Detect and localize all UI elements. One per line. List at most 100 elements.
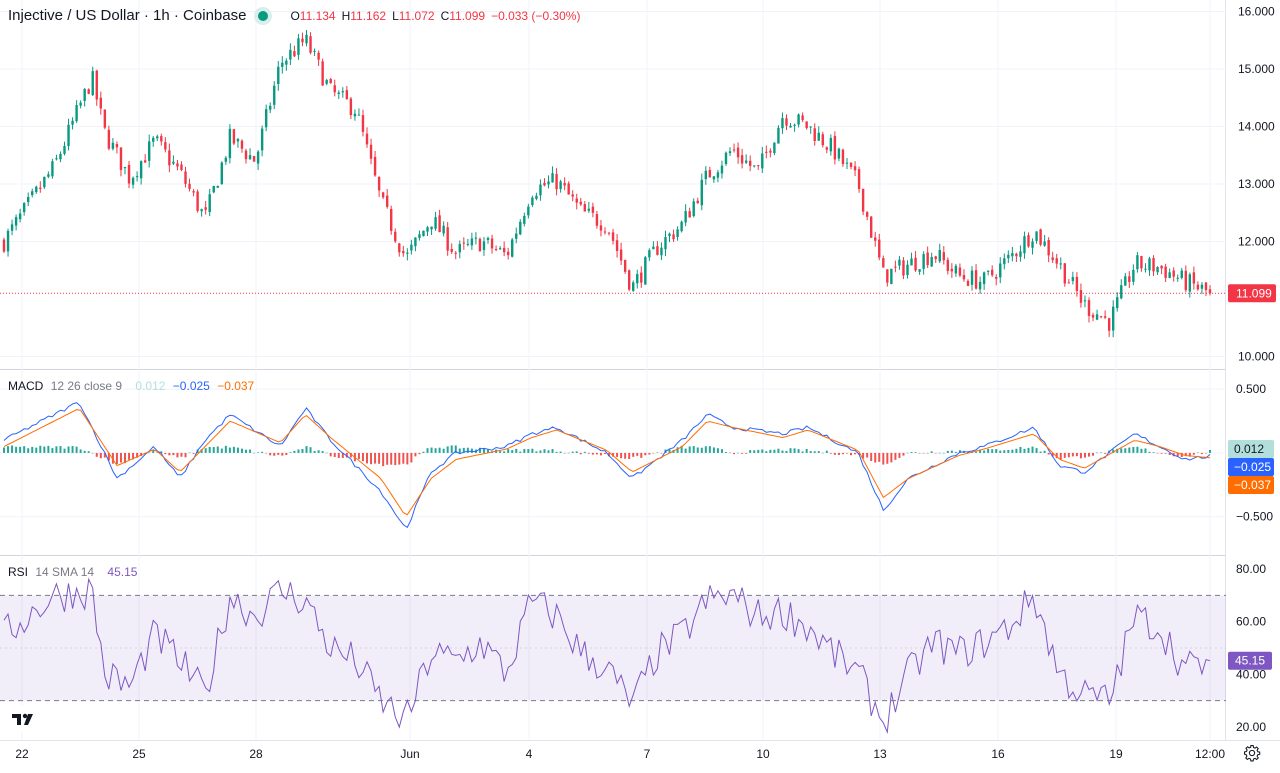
candle-body	[369, 144, 373, 159]
candle-body	[668, 233, 671, 237]
candle-body	[373, 156, 377, 176]
macd-hist-bar	[1184, 452, 1187, 456]
macd-hist-bar	[160, 451, 163, 453]
candle-body	[918, 269, 921, 272]
candle-body	[874, 237, 877, 241]
candle-body	[519, 221, 522, 235]
macd-hist-bar	[737, 452, 740, 454]
macd-hist-bar	[91, 452, 94, 454]
macd-hist-bar	[862, 452, 865, 459]
candle-body	[103, 109, 107, 128]
candle-body	[506, 251, 510, 256]
candle-body	[1111, 306, 1115, 331]
candle-body	[43, 176, 46, 188]
macd-hist-bar	[850, 452, 853, 456]
candle-body	[886, 269, 889, 283]
candle-body	[906, 264, 909, 276]
macd-hist-bar	[616, 452, 619, 457]
candle-body	[482, 241, 486, 250]
candle-body	[208, 194, 211, 213]
candle-body	[583, 204, 587, 212]
candle-body	[394, 231, 397, 242]
macd-hist-bar	[595, 452, 598, 455]
candle-body	[301, 38, 304, 43]
candle-body	[720, 165, 724, 174]
candle-body	[390, 208, 393, 231]
candle-body	[357, 114, 361, 116]
gear-icon[interactable]	[1243, 744, 1261, 762]
rsi-axis-tick: 80.00	[1236, 562, 1266, 576]
macd-hist-bar	[1152, 452, 1155, 453]
candle-body	[575, 198, 578, 203]
candle-body	[966, 280, 970, 286]
candle-body	[627, 270, 631, 290]
candle-body	[700, 179, 703, 206]
candle-body	[1120, 285, 1123, 299]
macd-hist-bar	[991, 449, 994, 453]
candle-body	[1087, 300, 1091, 317]
candle-body	[603, 231, 607, 233]
rsi-value-tag	[1228, 651, 1272, 670]
macd-hist-bar	[269, 452, 272, 456]
candle-body	[119, 147, 123, 171]
macd-hist-bar	[1200, 452, 1203, 455]
ohlc-open-value: 11.134	[299, 8, 336, 23]
macd-hist-bar	[382, 452, 385, 467]
macd-hist-bar	[801, 451, 804, 453]
macd-hist-bar	[345, 452, 348, 458]
macd-hist-bar	[733, 452, 736, 455]
candle-body	[333, 85, 336, 93]
rsi-legend[interactable]: RSI 14 SMA 14 45.15	[8, 565, 141, 579]
candle-body	[648, 250, 651, 258]
price-axis-tick: 13.000	[1238, 177, 1275, 191]
macd-hist-bar	[402, 452, 405, 464]
rsi-value-tag-text: 45.15	[1235, 654, 1265, 668]
time-axis-tick: 22	[15, 747, 29, 761]
tradingview-logo-icon[interactable]	[8, 706, 38, 732]
time-axis-tick: Jun	[400, 747, 419, 761]
candle-body	[252, 155, 256, 162]
candle-body	[1140, 256, 1143, 269]
candle-body	[1067, 282, 1071, 284]
symbol-title[interactable]: Injective / US Dollar · 1h · Coinbase	[8, 7, 247, 24]
candle-body	[329, 79, 332, 84]
candle-body	[587, 208, 591, 211]
macd-hist-bar	[164, 452, 167, 455]
price-axis-tick: 15.000	[1238, 62, 1275, 76]
macd-hist-bar	[333, 452, 336, 457]
candle-body	[1043, 241, 1046, 246]
macd-legend[interactable]: MACD 12 26 close 9 0.012 −0.025 −0.037	[8, 379, 258, 393]
candle-body	[716, 172, 720, 178]
macd-hist-bar	[273, 452, 276, 456]
candle-body	[87, 89, 90, 94]
candle-body	[732, 149, 736, 151]
candle-body	[1083, 300, 1087, 302]
macd-hist-bar	[628, 452, 631, 460]
candle-body	[236, 138, 240, 142]
candle-body	[970, 270, 974, 285]
candle-body	[1144, 268, 1147, 270]
macd-hist-bar	[1164, 452, 1167, 454]
candle-body	[1059, 263, 1062, 265]
candle-body	[2, 239, 6, 252]
macd-hist-bar	[1051, 452, 1054, 457]
candle-body	[281, 62, 284, 67]
candle-body	[83, 88, 86, 101]
candle-body	[1091, 314, 1095, 318]
candle-body	[232, 129, 236, 144]
candle-body	[974, 270, 978, 289]
candle-body	[256, 151, 260, 164]
candle-body	[1107, 318, 1111, 331]
candle-body	[926, 252, 929, 266]
candle-body	[474, 237, 478, 239]
macd-hist-bar	[1156, 452, 1159, 454]
rsi-axis-tick: 20.00	[1236, 720, 1266, 734]
macd-hist-bar	[854, 452, 857, 455]
candle-body	[765, 151, 768, 153]
macd-hist-bar	[1063, 452, 1066, 458]
macd-hist-bar	[1176, 452, 1179, 457]
candle-body	[704, 170, 708, 180]
macd-hist-bar	[930, 451, 933, 453]
macd-hist-bar	[265, 452, 268, 454]
candle-body	[442, 225, 445, 234]
